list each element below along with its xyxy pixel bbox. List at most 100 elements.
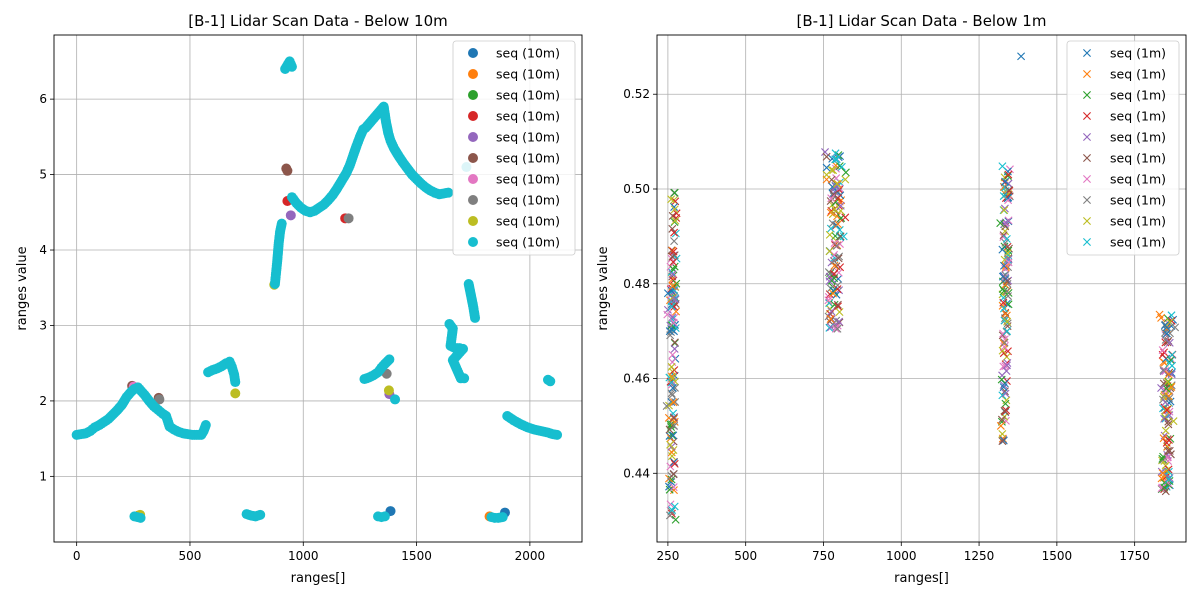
data-point	[1157, 474, 1166, 483]
data-point	[1159, 434, 1168, 443]
x-tick-label: 1250	[964, 549, 995, 563]
legend-label: seq (1m)	[1110, 46, 1166, 61]
data-point	[670, 459, 679, 468]
data-point	[1004, 258, 1013, 267]
data-point	[832, 179, 841, 188]
data-point	[831, 155, 840, 164]
x-tick-label: 2000	[515, 549, 546, 563]
data-point	[671, 229, 680, 238]
y-tick-label: 0.46	[623, 372, 650, 386]
data-point	[1001, 177, 1010, 186]
data-point	[668, 391, 677, 400]
legend-label: seq (10m)	[496, 214, 560, 229]
data-point	[999, 298, 1008, 307]
legend-label: seq (10m)	[496, 88, 560, 103]
data-point	[670, 205, 679, 214]
series-2	[668, 175, 1167, 478]
data-point	[668, 313, 677, 322]
data-point	[835, 162, 844, 171]
series-1	[663, 52, 1026, 392]
data-point	[662, 402, 671, 410]
data-point	[1158, 469, 1167, 478]
data-point	[999, 287, 1008, 296]
data-point	[669, 483, 678, 492]
legend-marker	[1083, 70, 1091, 78]
data-point	[390, 394, 401, 405]
data-point	[996, 421, 1005, 430]
data-point	[822, 152, 831, 161]
data-point	[1160, 348, 1169, 357]
data-point	[996, 219, 1005, 228]
data-point	[1004, 193, 1013, 202]
data-point	[200, 422, 211, 433]
legend-marker	[468, 69, 478, 79]
data-point	[1002, 361, 1011, 370]
data-point	[441, 188, 452, 199]
data-point	[1160, 321, 1169, 330]
legend-marker	[468, 132, 478, 142]
legend-marker	[1083, 133, 1091, 141]
data-point	[379, 511, 390, 522]
legend: seq (1m) seq (1m) seq (1m) seq (1m) seq (1m)…	[1066, 40, 1180, 256]
data-point	[828, 182, 837, 191]
data-point	[670, 502, 679, 511]
data-point	[1001, 309, 1010, 318]
data-point	[670, 338, 679, 347]
chart-title: [B-1] Lidar Scan Data - Below 10m	[188, 12, 448, 30]
data-point	[668, 350, 677, 359]
data-point	[1000, 204, 1009, 213]
data-point	[833, 324, 842, 333]
data-point	[276, 221, 287, 232]
data-point	[229, 374, 240, 385]
legend-label: seq (1m)	[1110, 214, 1166, 229]
x-tick-label: 1750	[1119, 549, 1150, 563]
series-4	[669, 213, 1167, 468]
data-point	[825, 277, 834, 286]
data-point	[1161, 426, 1170, 435]
data-point	[998, 437, 1007, 446]
data-point	[671, 216, 680, 225]
data-point	[1157, 384, 1166, 392]
data-point	[1003, 286, 1012, 295]
axes-frame	[53, 34, 583, 543]
data-point	[1169, 417, 1178, 426]
legend-label: seq (1m)	[1110, 151, 1166, 166]
data-point	[1160, 414, 1169, 423]
data-point	[668, 384, 677, 392]
y-tick-label: 6	[39, 92, 47, 106]
data-point	[997, 415, 1006, 424]
data-point	[1001, 399, 1010, 408]
y-tick-label: 2	[39, 394, 47, 408]
data-point	[837, 162, 846, 171]
y-tick-label: 3	[39, 318, 47, 332]
data-point	[998, 284, 1007, 293]
legend-label: seq (10m)	[496, 109, 560, 124]
data-point	[671, 320, 680, 329]
data-point	[669, 258, 678, 267]
data-point	[1161, 386, 1170, 395]
series-10	[667, 162, 1176, 511]
data-point	[670, 421, 679, 430]
legend-label: seq (1m)	[1110, 235, 1166, 250]
data-point	[669, 265, 678, 274]
data-point	[667, 302, 676, 311]
series-8	[662, 237, 1180, 430]
data-point	[1004, 244, 1013, 253]
legend-label: seq (10m)	[496, 235, 560, 250]
legend-label: seq (1m)	[1110, 172, 1166, 187]
x-tick-label: 0	[73, 549, 81, 563]
data-point	[830, 274, 839, 283]
data-point	[671, 295, 680, 304]
data-point	[830, 250, 839, 259]
data-point	[998, 429, 1007, 438]
data-point	[1164, 475, 1173, 484]
x-tick-label: 500	[179, 549, 202, 563]
data-point	[1001, 308, 1010, 317]
data-point	[252, 510, 263, 521]
data-point	[667, 195, 676, 204]
data-point	[671, 515, 680, 524]
data-point	[670, 228, 679, 237]
data-point	[839, 232, 848, 241]
legend-marker	[468, 111, 478, 121]
data-point	[668, 270, 677, 279]
